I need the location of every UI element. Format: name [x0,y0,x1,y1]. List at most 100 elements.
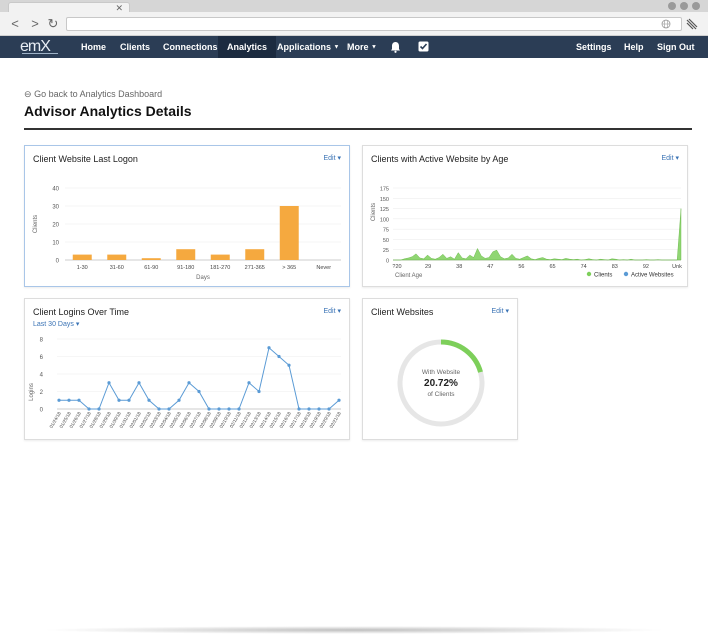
date-range-label: Last 30 Days [33,321,74,328]
browser-tab[interactable]: ✕ [8,2,130,14]
data-point [217,407,221,411]
data-point [227,407,231,411]
caret-down-icon: ▾ [675,155,679,162]
edit-dropdown[interactable]: Edit ▾ [491,307,509,315]
browser-tab-strip: ✕ [0,0,708,14]
donut-center-label: With Website [422,369,461,376]
legend-marker [586,271,592,277]
nav-item-analytics[interactable]: Analytics [218,36,277,58]
data-point [87,407,91,411]
x-tick-label: 56 [518,264,524,270]
back-arrow-icon[interactable]: < [11,16,19,31]
data-point [277,354,281,359]
card-title: Client Websites [371,307,434,317]
data-point [107,381,111,385]
x-tick-label: 91-180 [177,265,194,271]
globe-icon [661,19,671,29]
frame-shadow [40,626,668,634]
window-control-dot[interactable] [692,2,700,10]
data-point [197,389,201,394]
line-series [59,346,340,410]
data-point [237,407,241,411]
data-point [167,407,171,411]
nav-item-help[interactable]: Help [624,42,644,52]
data-point [67,398,71,402]
caret-down-icon: ▼ [371,44,377,51]
checkbox-icon[interactable] [418,41,429,52]
y-tick-label: 150 [380,197,389,203]
card-title: Client Logins Over Time [33,307,130,317]
nav-item-settings[interactable]: Settings [576,42,612,52]
edit-dropdown[interactable]: Edit ▾ [323,154,341,162]
back-circle-icon: ⊖ [24,89,32,99]
data-point [157,407,161,411]
data-point [117,398,121,402]
data-point [127,398,131,402]
data-point [187,381,191,385]
address-bar[interactable] [66,17,682,31]
logo-underline [22,53,58,54]
y-axis-label: Logins [29,383,35,401]
nav-item-clients[interactable]: Clients [120,42,151,52]
nav-item-home[interactable]: Home [81,42,107,52]
edit-dropdown[interactable]: Edit ▾ [661,154,679,162]
emx-logo[interactable]: emX [20,38,51,55]
card-title: Client Website Last Logon [33,154,138,164]
y-tick-label: 50 [383,238,389,244]
nav-item-more[interactable]: More ▼ [338,36,386,58]
bell-icon[interactable] [390,41,401,53]
y-tick-label: 30 [52,205,59,211]
websites-donut-chart: With Website 20.72% of Clients [397,339,485,427]
browser-toolbar: < > ↻ [0,12,708,36]
y-tick-label: 0 [386,259,389,265]
tab-close-icon[interactable]: ✕ [115,3,123,13]
x-tick-label: 61-90 [144,265,158,271]
x-tick-label: 29 [425,264,431,270]
donut-slice [440,339,483,373]
caret-down-icon: ▾ [337,155,341,162]
data-point [207,407,211,411]
y-tick-label: 100 [380,217,389,223]
y-axis-label: Clients [33,215,39,233]
y-tick-label: 10 [52,241,59,247]
edit-label: Edit [661,155,674,162]
extension-icon[interactable] [686,18,698,30]
edit-label: Edit [323,155,336,162]
nav-item-sign-out[interactable]: Sign Out [657,42,695,52]
x-axis-label: Days [196,275,210,281]
area-series-clients [393,208,682,261]
data-point [77,398,81,402]
data-point [257,389,261,394]
back-to-dashboard-link[interactable]: ⊖ Go back to Analytics Dashboard [24,89,162,100]
logins-chart: 02468Logins01/24/1801/25/1801/26/1801/27… [29,338,342,429]
forward-arrow-icon[interactable]: > [31,16,39,31]
bar [141,258,161,260]
card-last-logon: Client Website Last Logon Edit ▾ 0 10 20 30… [24,145,350,287]
y-tick-label: 2 [40,390,44,396]
card-active-age: Clients with Active Website by Age Edit … [362,145,688,287]
data-point [57,398,61,402]
nav-item-connections[interactable]: Connections [163,42,218,52]
caret-down-icon: ▾ [75,321,80,328]
y-tick-label: 75 [383,228,389,234]
y-axis-label: Clients [371,203,377,221]
data-point [267,346,271,350]
window-control-dot[interactable] [668,2,676,10]
window-control-dot[interactable] [680,2,688,10]
edit-dropdown[interactable]: Edit ▾ [323,307,341,315]
x-axis-label: Client Age [395,273,423,279]
data-point [317,407,321,411]
donut-slice [397,339,485,427]
date-range-dropdown[interactable]: Last 30 Days ▾ [33,320,79,328]
y-tick-label: 125 [380,207,389,213]
legend-label: Clients [594,273,612,279]
data-point [297,407,301,411]
nav-item-applications[interactable]: Applications ▼ [268,36,348,58]
legend-label: Active Websites [631,273,674,279]
y-tick-label: 0 [40,408,44,414]
donut-center-sub: of Clients [427,391,455,398]
bar [176,249,196,260]
reload-icon[interactable]: ↻ [47,16,59,31]
card-websites: Client Websites Edit ▾ With Website 20.7… [362,298,518,440]
x-tick-label: 1-30 [77,265,88,271]
